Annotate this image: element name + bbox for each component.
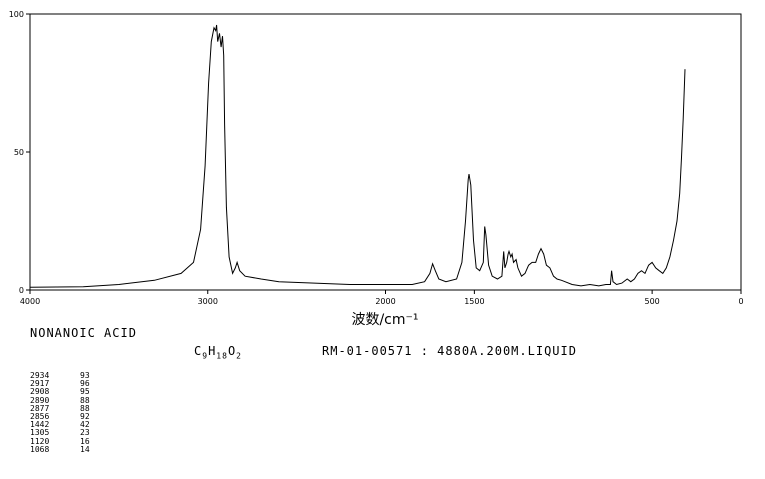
x-axis-label: 波数/cm⁻¹ xyxy=(351,312,418,328)
y-tick-label: 100 xyxy=(9,10,24,19)
peak-intensity: 95 xyxy=(80,387,90,397)
x-tick-label: 3000 xyxy=(198,297,218,306)
peak-table: 2934 93 2917 96 2908 95 2890 88 2877 88 2856 9… xyxy=(30,371,110,454)
sample-info: RM-01-00571 : 4880A.200M.LIQUID xyxy=(322,344,577,358)
peak-intensity: 93 xyxy=(80,371,90,380)
axes: 4000 3000 2000 1500 500 0 0 50 100 xyxy=(9,10,744,306)
peak-intensity: 92 xyxy=(80,412,90,422)
x-tick-label: 0 xyxy=(738,297,743,306)
peak-row: 1305 23 xyxy=(30,429,110,437)
y-tick-label: 50 xyxy=(14,148,24,157)
peak-wavenumber: 1068 xyxy=(30,444,50,454)
peak-wavenumber: 1442 xyxy=(30,420,50,430)
spectrum-line xyxy=(29,24,686,288)
formula-h: H xyxy=(208,344,217,358)
formula-h-count: 18 xyxy=(216,351,228,361)
peak-wavenumber: 2856 xyxy=(30,412,50,422)
peak-row: 2908 95 xyxy=(30,388,110,396)
x-tick-label: 4000 xyxy=(20,297,40,306)
peak-row: 2934 93 xyxy=(30,371,110,380)
x-tick-label: 1500 xyxy=(464,297,484,306)
peak-intensity: 23 xyxy=(80,428,90,438)
peak-wavenumber: 1305 xyxy=(30,428,50,438)
peak-wavenumber: 2917 xyxy=(30,379,50,389)
peak-intensity: 16 xyxy=(80,436,90,446)
peak-wavenumber: 2908 xyxy=(30,387,50,397)
peak-intensity: 88 xyxy=(80,395,90,405)
peak-wavenumber: 2890 xyxy=(30,395,50,405)
peak-intensity: 96 xyxy=(80,379,90,389)
formula-c-count: 9 xyxy=(202,351,209,361)
peak-row: 2877 88 xyxy=(30,403,110,413)
peak-intensity: 88 xyxy=(80,403,90,413)
y-tick-label: 0 xyxy=(19,286,24,295)
spectrum-chart: 4000 3000 2000 1500 500 0 0 50 100 波数/cm⁻¹ xyxy=(9,10,744,328)
peak-row: 2856 92 xyxy=(30,412,110,422)
x-tick-label: 2000 xyxy=(375,297,395,306)
peak-row: 1442 42 xyxy=(30,421,110,429)
plot-frame xyxy=(29,13,742,291)
molecular-formula: C9H18O2 xyxy=(194,344,242,360)
compound-name: NONANOIC ACID xyxy=(30,326,137,340)
peak-intensity: 42 xyxy=(80,420,90,430)
peak-row: 2890 88 xyxy=(30,395,110,405)
peak-row: 1068 14 xyxy=(30,444,110,454)
peak-wavenumber: 1120 xyxy=(30,436,50,446)
peak-row: 2917 96 xyxy=(30,379,110,389)
formula-c: C xyxy=(194,344,203,358)
formula-o: O xyxy=(227,344,237,358)
x-tick-label: 500 xyxy=(644,297,659,306)
peak-wavenumber: 2877 xyxy=(30,403,50,413)
peak-wavenumber: 2934 xyxy=(30,371,50,380)
formula-o-count: 2 xyxy=(236,351,242,361)
peak-intensity: 14 xyxy=(80,444,90,454)
peak-row: 1120 16 xyxy=(30,436,110,446)
